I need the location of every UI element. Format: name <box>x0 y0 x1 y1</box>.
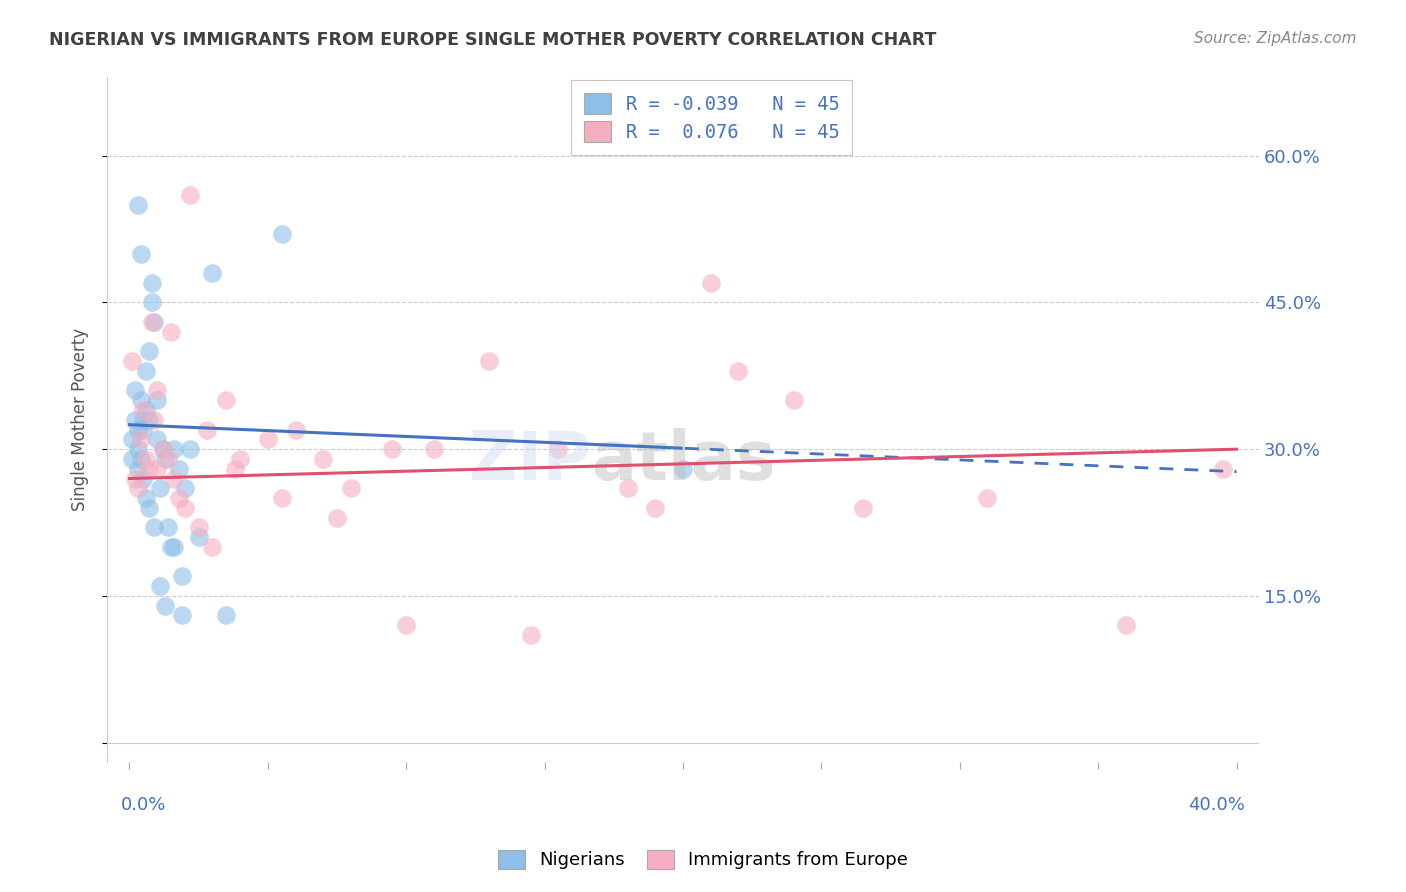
Point <box>129 433 152 447</box>
Point <box>644 500 666 515</box>
Point <box>187 520 209 534</box>
Point <box>121 433 143 447</box>
Point <box>157 452 180 467</box>
Point <box>127 197 149 211</box>
Point <box>132 413 155 427</box>
Point <box>395 618 418 632</box>
Point <box>146 433 169 447</box>
Point <box>163 442 186 457</box>
Point <box>163 540 186 554</box>
Legend: R = -0.039   N = 45, R =  0.076   N = 45: R = -0.039 N = 45, R = 0.076 N = 45 <box>571 80 852 154</box>
Point <box>672 461 695 475</box>
Point <box>170 569 193 583</box>
Y-axis label: Single Mother Poverty: Single Mother Poverty <box>72 328 89 511</box>
Point <box>141 295 163 310</box>
Point <box>179 187 201 202</box>
Point <box>149 481 172 495</box>
Point <box>146 461 169 475</box>
Point <box>179 442 201 457</box>
Point <box>155 452 177 467</box>
Point <box>124 413 146 427</box>
Point <box>423 442 446 457</box>
Point <box>852 500 875 515</box>
Point <box>152 442 174 457</box>
Point <box>129 452 152 467</box>
Point <box>121 354 143 368</box>
Point <box>215 393 238 408</box>
Point <box>141 315 163 329</box>
Point <box>167 461 190 475</box>
Point <box>201 266 224 280</box>
Point <box>132 471 155 485</box>
Point <box>224 461 246 475</box>
Point <box>478 354 501 368</box>
Point <box>170 608 193 623</box>
Point <box>135 452 157 467</box>
Point <box>138 344 160 359</box>
Point <box>155 599 177 613</box>
Point <box>138 461 160 475</box>
Point <box>138 413 160 427</box>
Point <box>1115 618 1137 632</box>
Legend: Nigerians, Immigrants from Europe: Nigerians, Immigrants from Europe <box>489 841 917 879</box>
Point <box>340 481 363 495</box>
Point <box>163 471 186 485</box>
Point <box>727 364 749 378</box>
Point <box>547 442 569 457</box>
Point <box>129 393 152 408</box>
Point <box>326 510 349 524</box>
Point <box>124 471 146 485</box>
Point <box>127 481 149 495</box>
Point <box>195 423 218 437</box>
Point <box>520 628 543 642</box>
Point <box>270 491 292 505</box>
Point <box>270 227 292 241</box>
Point <box>143 413 166 427</box>
Point <box>616 481 638 495</box>
Point <box>256 433 278 447</box>
Point <box>143 315 166 329</box>
Point <box>135 491 157 505</box>
Point <box>173 500 195 515</box>
Point <box>699 276 721 290</box>
Point <box>149 579 172 593</box>
Text: ZIP: ZIP <box>468 428 591 494</box>
Point <box>312 452 335 467</box>
Point <box>976 491 998 505</box>
Point <box>146 384 169 398</box>
Point <box>127 461 149 475</box>
Text: 0.0%: 0.0% <box>121 797 166 814</box>
Point <box>143 520 166 534</box>
Point <box>160 540 183 554</box>
Point <box>152 442 174 457</box>
Point <box>783 393 806 408</box>
Point <box>167 491 190 505</box>
Point <box>121 452 143 467</box>
Point <box>215 608 238 623</box>
Point <box>1212 461 1234 475</box>
Point <box>160 325 183 339</box>
Point <box>284 423 307 437</box>
Point <box>127 423 149 437</box>
Point <box>141 276 163 290</box>
Point <box>127 442 149 457</box>
Point <box>124 384 146 398</box>
Text: 40.0%: 40.0% <box>1188 797 1244 814</box>
Point <box>381 442 404 457</box>
Point <box>135 403 157 417</box>
Point <box>146 393 169 408</box>
Point <box>132 403 155 417</box>
Point <box>187 530 209 544</box>
Point <box>129 246 152 260</box>
Text: atlas: atlas <box>591 428 775 494</box>
Point <box>229 452 252 467</box>
Point <box>138 500 160 515</box>
Point <box>132 423 155 437</box>
Text: NIGERIAN VS IMMIGRANTS FROM EUROPE SINGLE MOTHER POVERTY CORRELATION CHART: NIGERIAN VS IMMIGRANTS FROM EUROPE SINGL… <box>49 31 936 49</box>
Point <box>157 520 180 534</box>
Text: Source: ZipAtlas.com: Source: ZipAtlas.com <box>1194 31 1357 46</box>
Point <box>135 364 157 378</box>
Point <box>173 481 195 495</box>
Point <box>201 540 224 554</box>
